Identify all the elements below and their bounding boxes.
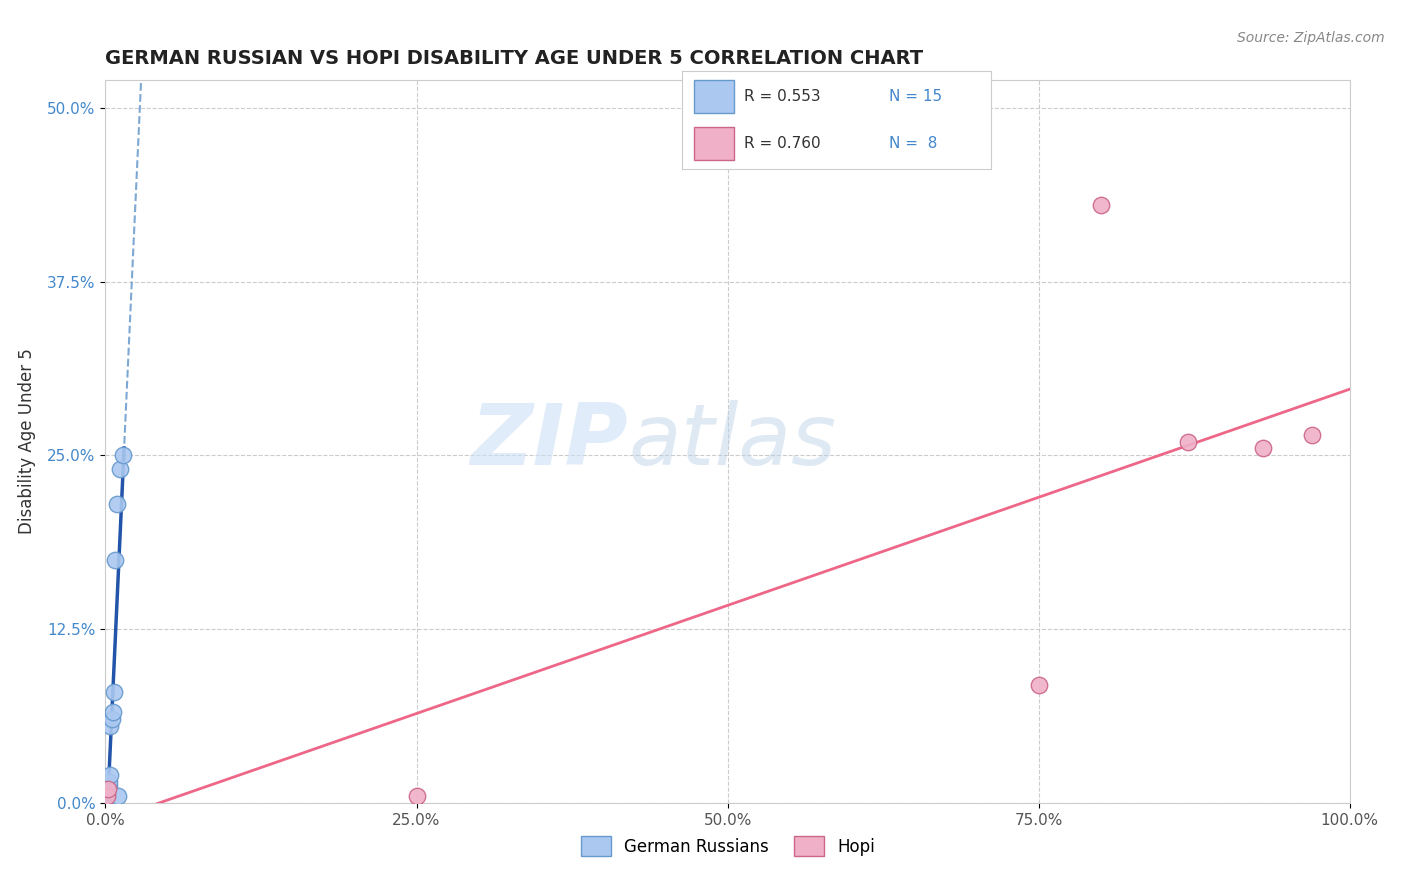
Text: ZIP: ZIP [471,400,628,483]
Point [100,719,122,733]
Point [1028,678,1050,692]
Point [97,781,120,796]
Point [96,789,118,803]
Point [1251,442,1274,456]
Point [100,768,122,782]
Point [98,779,121,793]
Text: R = 0.760: R = 0.760 [744,136,820,151]
Point [98,775,121,789]
Point [97,781,120,796]
Text: GERMAN RUSSIAN VS HOPI DISABILITY AGE UNDER 5 CORRELATION CHART: GERMAN RUSSIAN VS HOPI DISABILITY AGE UN… [105,48,924,68]
Point [96,789,118,803]
Text: Source: ZipAtlas.com: Source: ZipAtlas.com [1237,31,1385,45]
Point [97,785,120,799]
Point [105,497,128,511]
Point [405,789,427,803]
Bar [695,128,734,160]
Text: N = 15: N = 15 [889,89,942,103]
Point [100,713,122,727]
Point [1301,427,1323,442]
Legend: German Russians, Hopi: German Russians, Hopi [574,830,882,863]
Point [101,706,124,720]
Point [107,789,129,803]
Text: N =  8: N = 8 [889,136,938,151]
Text: R = 0.553: R = 0.553 [744,89,820,103]
Point [1090,198,1112,212]
Point [1177,434,1199,449]
Text: atlas: atlas [628,400,837,483]
Point [111,449,134,463]
Point [110,462,132,476]
Y-axis label: Disability Age Under 5: Disability Age Under 5 [18,349,37,534]
Bar [695,80,734,112]
Point [103,684,125,698]
Point [104,552,127,566]
